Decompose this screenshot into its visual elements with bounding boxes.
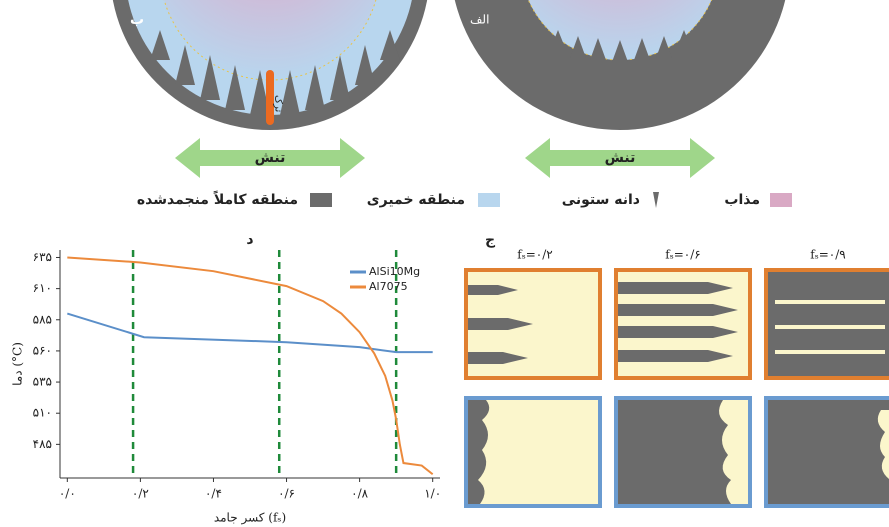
legend-label: Al7075 bbox=[369, 280, 408, 293]
right-solid bbox=[454, 0, 786, 130]
series-line bbox=[67, 256, 434, 476]
y-tick-label: ۶۳۵ bbox=[33, 250, 52, 264]
y-tick-label: ۵۶۰ bbox=[33, 343, 52, 357]
legend-label: منطقه کاملاً منجمدشده bbox=[137, 190, 298, 208]
stress-arrow bbox=[525, 138, 715, 178]
column-label: fₛ=۰/۶ bbox=[665, 248, 700, 262]
x-tick-label: ۰/۸ bbox=[351, 487, 368, 501]
y-tick-label: ۵۸۵ bbox=[33, 312, 52, 326]
panel-label: ج bbox=[485, 232, 496, 248]
panel-label: ب bbox=[130, 12, 144, 28]
y-tick-label: ۶۱۰ bbox=[33, 281, 52, 295]
stress-arrow bbox=[175, 138, 365, 178]
legend-label: منطقه خمیری bbox=[367, 192, 465, 208]
stress-label: تنش bbox=[255, 150, 286, 166]
legend-swatch bbox=[653, 192, 659, 208]
column-label: fₛ=۰/۹ bbox=[810, 248, 845, 262]
microstructure-boxes bbox=[464, 268, 889, 508]
panel-label: د bbox=[246, 232, 253, 248]
x-axis-label: کسر جامد (fₛ) bbox=[214, 511, 286, 525]
left-melt bbox=[163, 0, 377, 81]
y-axis-label: دما (°C) bbox=[11, 342, 25, 386]
x-tick-label: ۰/۲ bbox=[132, 487, 149, 501]
left-grains bbox=[150, 30, 400, 115]
y-tick-label: ۴۸۵ bbox=[33, 437, 52, 451]
crack-label: ترک bbox=[273, 95, 284, 112]
legend-label: AlSi10Mg bbox=[369, 265, 420, 278]
x-tick-label: ۰/۴ bbox=[205, 487, 222, 501]
solidification-diagrams bbox=[112, 0, 786, 130]
y-tick-label: ۵۱۰ bbox=[33, 406, 52, 420]
stress-label: تنش bbox=[605, 150, 636, 166]
crack bbox=[266, 70, 274, 125]
legend-label: دانه ستونی bbox=[562, 192, 640, 208]
x-tick-label: ۱/۰ bbox=[424, 487, 441, 501]
column-label: fₛ=۰/۲ bbox=[517, 248, 552, 262]
series-line bbox=[67, 312, 433, 354]
legend-swatch bbox=[770, 193, 792, 207]
right-grains bbox=[550, 30, 692, 62]
y-tick-label: ۵۳۵ bbox=[33, 375, 52, 389]
legend-swatch bbox=[310, 193, 332, 207]
panel-label: الف bbox=[470, 13, 489, 27]
x-tick-label: ۰/۰ bbox=[59, 487, 76, 501]
legend-label: مذاب bbox=[724, 192, 760, 208]
legend-swatch bbox=[478, 193, 500, 207]
x-tick-label: ۰/۶ bbox=[278, 487, 295, 501]
